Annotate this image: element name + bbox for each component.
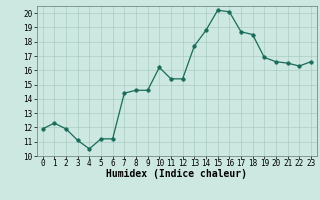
X-axis label: Humidex (Indice chaleur): Humidex (Indice chaleur)	[106, 169, 247, 179]
